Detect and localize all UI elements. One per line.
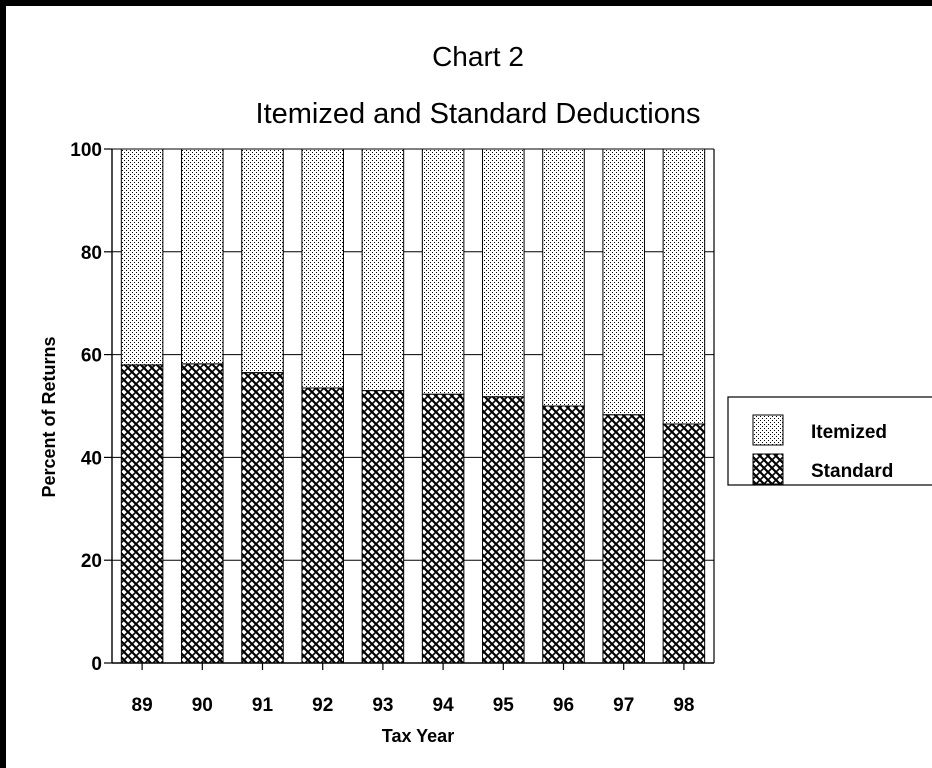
chart-subtitle: Itemized and Standard Deductions: [256, 98, 701, 130]
axis-layer: [104, 148, 715, 670]
bar-itemized-94: [421, 148, 465, 395]
bar-standard-90: [181, 363, 224, 664]
legend-label-itemized: Itemized: [811, 422, 887, 443]
x-tick-label: 95: [493, 695, 515, 716]
bar-itemized-95: [482, 148, 525, 398]
x-tick-label: 97: [613, 695, 634, 716]
y-tick-label: 0: [91, 654, 102, 675]
y-tick-labels: 0 20 40 60 80 100: [70, 140, 102, 675]
y-tick-label: 100: [70, 140, 102, 161]
x-tick-label: 89: [132, 695, 153, 716]
chart-title: Chart 2: [432, 41, 524, 72]
x-tick-label: 92: [312, 695, 333, 716]
bar-itemized-90: [181, 148, 224, 365]
bar-itemized-89: [120, 148, 164, 366]
y-tick-label: 40: [81, 448, 102, 469]
bar-itemized-92: [301, 148, 344, 389]
bar-itemized-98: [662, 148, 706, 425]
y-axis-label: Percent of Returns: [39, 336, 59, 497]
y-tick-label: 20: [81, 551, 102, 572]
bar-standard-94: [421, 393, 465, 664]
bar-standard-91: [241, 372, 284, 664]
bar-itemized-96: [542, 148, 585, 407]
bar-standard-92: [301, 387, 344, 664]
legend-items: Itemized Standard: [752, 414, 893, 485]
x-tick-label: 91: [252, 695, 274, 716]
legend-label-standard: Standard: [811, 461, 893, 482]
y-tick-label: 60: [81, 346, 102, 367]
x-tick-labels: 89 90 91 92 93 94 95 96 97 98: [132, 695, 695, 716]
x-tick-label: 90: [192, 695, 213, 716]
legend-swatch-standard: [752, 453, 784, 485]
bar-standard-98: [662, 423, 706, 664]
bar-standard-89: [120, 364, 164, 664]
bar-standard-93: [361, 390, 405, 664]
bar-itemized-93: [361, 148, 405, 392]
y-tick-label: 80: [81, 243, 102, 264]
x-tick-label: 94: [433, 695, 455, 716]
bar-itemized-91: [241, 148, 284, 374]
x-axis-label: Tax Year: [382, 726, 454, 746]
x-tick-label: 96: [553, 695, 574, 716]
legend-swatch-itemized: [752, 414, 784, 446]
x-tick-label: 93: [372, 695, 393, 716]
bar-standard-97: [602, 414, 645, 664]
bars-layer: [120, 148, 706, 664]
bar-standard-96: [542, 405, 585, 664]
bar-standard-95: [482, 396, 525, 664]
x-tick-label: 98: [673, 695, 694, 716]
legend: Itemized Standard: [727, 396, 932, 486]
bar-itemized-97: [602, 148, 645, 416]
